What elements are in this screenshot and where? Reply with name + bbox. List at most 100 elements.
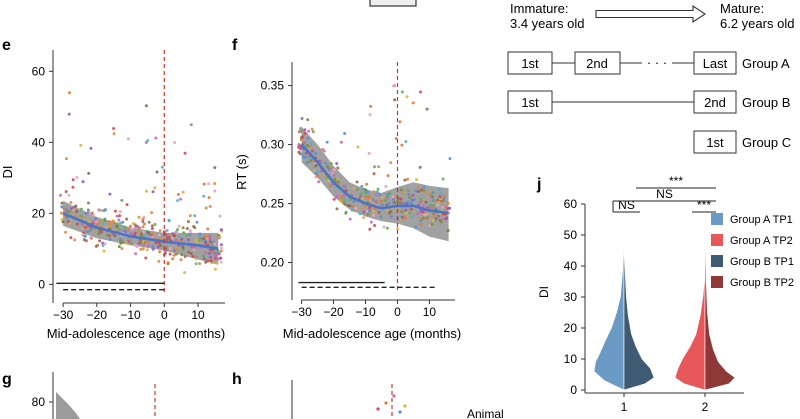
scatter-point: [162, 230, 166, 234]
scatter-point: [158, 237, 162, 240]
scatter-point: [325, 140, 329, 144]
scatter-point: [181, 226, 185, 230]
scatter-point: [186, 238, 190, 242]
scatter-point: [297, 145, 301, 149]
scatter-point: [213, 254, 217, 257]
scatter-point: [358, 212, 362, 216]
scatter-point: [378, 193, 382, 197]
scatter-point: [405, 95, 409, 99]
scatter-point: [97, 219, 101, 223]
scatter-point: [329, 162, 333, 166]
scatter-point: [151, 245, 155, 249]
scatter-point: [387, 201, 391, 205]
scatter-point: [67, 193, 71, 197]
scatter-point: [213, 182, 217, 185]
scatter-point: [404, 211, 408, 215]
scatter-point: [118, 210, 122, 214]
scatter-point: [84, 239, 88, 243]
scatter-point: [162, 242, 165, 246]
scatter-point: [426, 216, 430, 220]
scatter-point: [413, 198, 416, 202]
scatter-point: [369, 104, 373, 108]
scatter-point: [141, 217, 145, 221]
scatter-point: [134, 252, 138, 256]
scatter-point: [220, 246, 223, 250]
scatter-point: [367, 194, 371, 198]
scatter-point: [157, 233, 161, 237]
scatter-point: [392, 84, 395, 88]
violin-half: [674, 272, 706, 391]
scatter-point: [60, 205, 64, 209]
scatter-point: [188, 233, 192, 237]
scatter-point: [115, 214, 119, 218]
scatter-point: [171, 257, 175, 261]
scatter-point: [198, 262, 202, 266]
scatter-point: [219, 260, 223, 264]
y-tick-label: 60: [32, 64, 46, 78]
scatter-point: [166, 233, 170, 237]
scatter-point: [316, 170, 320, 174]
scatter-point: [215, 261, 219, 265]
scatter-point: [383, 198, 387, 202]
scatter-point: [119, 241, 123, 245]
scatter-point: [137, 215, 141, 219]
scatter-point: [424, 190, 428, 194]
scatter-point: [189, 252, 193, 256]
scatter-point: [326, 165, 329, 169]
scatter-point: [167, 219, 171, 223]
scatter-point: [174, 247, 178, 251]
scatter-point: [60, 218, 64, 221]
scatter-point: [350, 208, 354, 212]
x-tick-label: 2: [702, 400, 709, 414]
scatter-point: [219, 243, 223, 247]
panel-e-axes: −30 −20 −10 0 10 0 20 40 60: [32, 50, 225, 322]
scatter-point: [170, 236, 174, 240]
scatter-point: [202, 194, 206, 198]
scatter-point: [204, 251, 208, 255]
scatter-point: [406, 189, 410, 192]
scatter-point: [130, 227, 134, 231]
panel-h-point: [376, 407, 380, 411]
scatter-point: [392, 201, 396, 204]
scatter-point: [206, 227, 210, 231]
panel-h-point: [384, 401, 388, 405]
legend-swatch: [711, 213, 723, 225]
scatter-point: [91, 213, 95, 217]
scatter-point: [115, 222, 119, 226]
panel-h-point: [392, 394, 396, 398]
scatter-point: [150, 211, 154, 215]
scatter-point: [372, 190, 376, 194]
scatter-point: [204, 234, 208, 238]
panel-f-ci-band: [301, 126, 449, 242]
scatter-point: [75, 222, 79, 226]
scatter-point: [79, 143, 83, 147]
y-tick-label: 20: [564, 321, 578, 335]
scatter-point: [297, 143, 301, 146]
scatter-point: [355, 180, 359, 184]
scatter-point: [83, 225, 87, 229]
scatter-point: [360, 197, 364, 200]
panel-f-ylabel: RT (s): [234, 154, 249, 190]
scatter-point: [335, 162, 339, 165]
scatter-point: [415, 178, 418, 182]
x-tick-label: −30: [291, 305, 312, 319]
panel-g-ci-band: [56, 392, 80, 419]
panel-e-scatter-points: [58, 91, 224, 275]
scatter-point: [342, 197, 346, 201]
scatter-point: [216, 249, 220, 253]
scatter-point: [403, 178, 407, 182]
scatter-point: [396, 199, 400, 203]
scatter-point: [382, 225, 386, 229]
scatter-point: [213, 242, 217, 246]
scatter-point: [446, 201, 450, 205]
scatter-point: [198, 235, 201, 239]
scatter-point: [401, 191, 405, 195]
scatter-point: [396, 227, 400, 231]
scatter-point: [400, 143, 404, 147]
scatter-point: [391, 195, 395, 199]
significance-label: ***: [669, 174, 683, 188]
scatter-point: [158, 229, 162, 233]
scatter-point: [181, 190, 185, 194]
